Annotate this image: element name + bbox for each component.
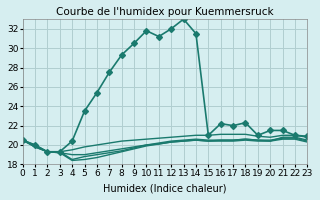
Title: Courbe de l'humidex pour Kuemmersruck: Courbe de l'humidex pour Kuemmersruck [56, 7, 274, 17]
X-axis label: Humidex (Indice chaleur): Humidex (Indice chaleur) [103, 183, 227, 193]
